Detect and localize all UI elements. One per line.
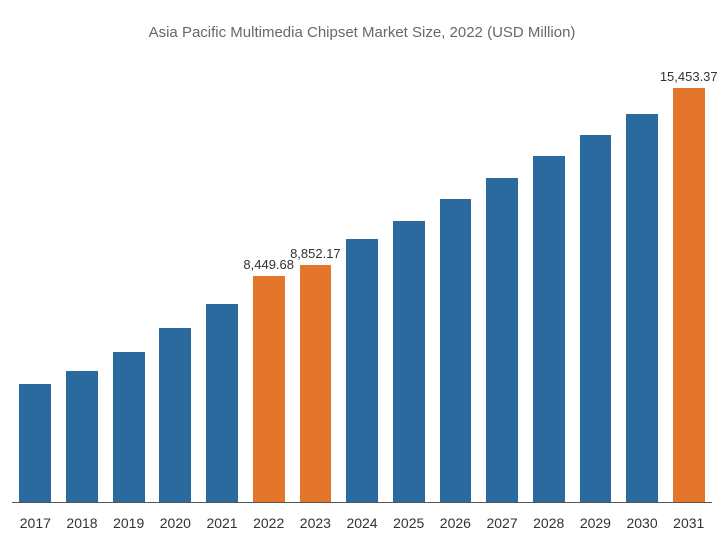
bars-group: 8,449.688,852.17 15,453.37 xyxy=(12,60,712,502)
bar-slot xyxy=(479,60,526,502)
bar xyxy=(626,114,658,502)
x-tick-label: 2026 xyxy=(432,515,479,531)
plot-area: 8,449.688,852.17 15,453.37 xyxy=(12,60,712,503)
x-tick-label: 2031 xyxy=(665,515,712,531)
bar-slot xyxy=(105,60,152,502)
bar xyxy=(253,276,285,502)
bar-slot xyxy=(199,60,246,502)
x-tick-label: 2022 xyxy=(245,515,292,531)
bar-slot xyxy=(432,60,479,502)
x-tick-label: 2023 xyxy=(292,515,339,531)
bar xyxy=(580,135,612,502)
bar xyxy=(486,178,518,502)
bar xyxy=(346,239,378,502)
x-tick-label: 2017 xyxy=(12,515,59,531)
x-tick-label: 2030 xyxy=(619,515,666,531)
x-tick-label: 2018 xyxy=(59,515,106,531)
x-tick-label: 2021 xyxy=(199,515,246,531)
bar xyxy=(19,384,51,502)
x-tick-label: 2027 xyxy=(479,515,526,531)
bar xyxy=(533,156,565,502)
bar xyxy=(206,304,238,502)
bar xyxy=(113,352,145,502)
x-tick-label: 2020 xyxy=(152,515,199,531)
x-tick-label: 2028 xyxy=(525,515,572,531)
bar xyxy=(393,221,425,502)
bar-slot xyxy=(525,60,572,502)
bar xyxy=(159,328,191,502)
value-label: 8,449.68 xyxy=(243,257,294,272)
bar-slot: 15,453.37 xyxy=(665,60,712,502)
x-tick-label: 2024 xyxy=(339,515,386,531)
chart-container: Asia Pacific Multimedia Chipset Market S… xyxy=(0,0,724,543)
chart-title: Asia Pacific Multimedia Chipset Market S… xyxy=(0,24,724,41)
bar-slot xyxy=(619,60,666,502)
x-tick-label: 2029 xyxy=(572,515,619,531)
bar-slot xyxy=(59,60,106,502)
bar xyxy=(300,265,332,502)
x-tick-label: 2019 xyxy=(105,515,152,531)
x-axis: 2017201820192020202120222023202420252026… xyxy=(12,515,712,531)
bar xyxy=(673,88,705,502)
bar-slot xyxy=(152,60,199,502)
bar xyxy=(440,199,472,502)
bar-slot: 8,852.17 xyxy=(292,60,339,502)
bar-slot xyxy=(339,60,386,502)
value-label: 8,852.17 xyxy=(290,246,341,261)
bar-slot: 8,449.68 xyxy=(245,60,292,502)
bar xyxy=(66,371,98,502)
bar-slot xyxy=(572,60,619,502)
bar-slot xyxy=(12,60,59,502)
value-label: 15,453.37 xyxy=(660,69,718,84)
x-tick-label: 2025 xyxy=(385,515,432,531)
bar-slot xyxy=(385,60,432,502)
